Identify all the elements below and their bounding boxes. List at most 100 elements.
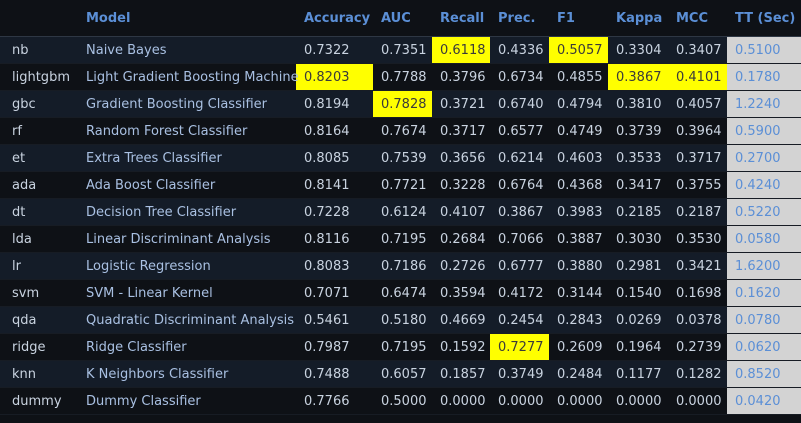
auc-cell: 0.7195 <box>373 225 432 253</box>
f1-cell: 0.4794 <box>549 90 608 118</box>
table-row[interactable]: dt Decision Tree Classifier 0.7228 0.6124 0.… <box>0 198 801 226</box>
mcc-cell: 0.3755 <box>668 171 727 199</box>
column-header-f1[interactable]: F1 <box>549 0 608 37</box>
accuracy-cell: 0.8164 <box>296 117 373 145</box>
f1-cell: 0.4368 <box>549 171 608 199</box>
table-row[interactable]: ada Ada Boost Classifier 0.8141 0.7721 0.322… <box>0 171 801 199</box>
table-row[interactable]: lightgbm Light Gradient Boosting Machine 0… <box>0 63 801 91</box>
recall-cell: 0.2684 <box>432 225 490 253</box>
model-name-cell: Linear Discriminant Analysis <box>78 225 296 253</box>
mcc-cell: 0.3407 <box>668 36 727 64</box>
f1-cell: 0.3887 <box>549 225 608 253</box>
table-row[interactable]: et Extra Trees Classifier 0.8085 0.7539 0.36… <box>0 144 801 172</box>
auc-cell: 0.7828 <box>373 90 432 118</box>
row-index-label: gbc <box>0 90 78 118</box>
recall-cell: 0.3228 <box>432 171 490 199</box>
table-row[interactable]: svm SVM - Linear Kernel 0.7071 0.6474 0.3594… <box>0 279 801 307</box>
accuracy-cell: 0.8203 <box>296 63 373 91</box>
row-index-label: knn <box>0 360 78 388</box>
f1-cell: 0.2484 <box>549 360 608 388</box>
recall-cell: 0.6118 <box>432 36 490 64</box>
prec-cell: 0.0000 <box>490 387 549 415</box>
row-index-label: nb <box>0 36 78 64</box>
f1-cell: 0.5057 <box>549 36 608 64</box>
header-row: Model Accuracy AUC Recall Prec. F1 Kappa… <box>0 0 801 37</box>
kappa-cell: 0.1964 <box>608 333 668 361</box>
column-header-prec[interactable]: Prec. <box>490 0 549 37</box>
column-header-kappa[interactable]: Kappa <box>608 0 668 37</box>
row-index-label: ada <box>0 171 78 199</box>
f1-cell: 0.2843 <box>549 306 608 334</box>
mcc-cell: 0.3530 <box>668 225 727 253</box>
accuracy-cell: 0.8141 <box>296 171 373 199</box>
model-name-cell: Gradient Boosting Classifier <box>78 90 296 118</box>
f1-cell: 0.4855 <box>549 63 608 91</box>
model-name-cell: Logistic Regression <box>78 252 296 280</box>
kappa-cell: 0.1177 <box>608 360 668 388</box>
table-row[interactable]: rf Random Forest Classifier 0.8164 0.7674 0.… <box>0 117 801 145</box>
kappa-cell: 0.3867 <box>608 63 668 91</box>
tt-sec-cell: 0.8520 <box>727 360 801 388</box>
recall-cell: 0.0000 <box>432 387 490 415</box>
row-index-label: ridge <box>0 333 78 361</box>
model-name-cell: Light Gradient Boosting Machine <box>78 63 299 91</box>
f1-cell: 0.3983 <box>549 198 608 226</box>
prec-cell: 0.7066 <box>490 225 549 253</box>
mcc-cell: 0.4057 <box>668 90 727 118</box>
accuracy-cell: 0.8116 <box>296 225 373 253</box>
prec-cell: 0.6740 <box>490 90 549 118</box>
f1-cell: 0.4603 <box>549 144 608 172</box>
prec-cell: 0.7277 <box>490 333 549 361</box>
row-index-label: lr <box>0 252 78 280</box>
column-header-model[interactable]: Model <box>78 0 296 37</box>
row-index-label: dummy <box>0 387 78 415</box>
recall-cell: 0.3721 <box>432 90 490 118</box>
mcc-cell: 0.3421 <box>668 252 727 280</box>
table-row[interactable]: gbc Gradient Boosting Classifier 0.8194 0.7… <box>0 90 801 118</box>
table-row[interactable]: dummy Dummy Classifier 0.7766 0.5000 0.0000 0… <box>0 387 801 415</box>
index-header <box>0 0 78 37</box>
accuracy-cell: 0.8085 <box>296 144 373 172</box>
tt-sec-cell: 1.6200 <box>727 252 801 280</box>
table-row[interactable]: knn K Neighbors Classifier 0.7488 0.6057 0.1… <box>0 360 801 388</box>
table-row[interactable]: ridge Ridge Classifier 0.7987 0.7195 0.1592 0… <box>0 333 801 361</box>
row-index-label: lightgbm <box>0 63 78 91</box>
table-row[interactable]: lr Logistic Regression 0.8083 0.7186 0.2726 0… <box>0 252 801 280</box>
auc-cell: 0.7674 <box>373 117 432 145</box>
tt-sec-cell: 1.2240 <box>727 90 801 118</box>
column-header-tt-sec[interactable]: TT (Sec) <box>727 0 801 37</box>
prec-cell: 0.3867 <box>490 198 549 226</box>
row-index-label: dt <box>0 198 78 226</box>
f1-cell: 0.4749 <box>549 117 608 145</box>
kappa-cell: 0.3030 <box>608 225 668 253</box>
model-name-cell: Quadratic Discriminant Analysis <box>78 306 296 334</box>
accuracy-cell: 0.8194 <box>296 90 373 118</box>
auc-cell: 0.7351 <box>373 36 432 64</box>
column-header-accuracy[interactable]: Accuracy <box>296 0 373 37</box>
model-name-cell: SVM - Linear Kernel <box>78 279 296 307</box>
column-header-recall[interactable]: Recall <box>432 0 490 37</box>
row-index-label: lda <box>0 225 78 253</box>
kappa-cell: 0.1540 <box>608 279 668 307</box>
row-index-label: qda <box>0 306 78 334</box>
column-header-auc[interactable]: AUC <box>373 0 432 37</box>
table-row[interactable]: lda Linear Discriminant Analysis 0.8116 0.7… <box>0 225 801 253</box>
accuracy-cell: 0.7766 <box>296 387 373 415</box>
model-name-cell: Extra Trees Classifier <box>78 144 296 172</box>
tt-sec-cell: 0.4240 <box>727 171 801 199</box>
model-name-cell: Decision Tree Classifier <box>78 198 296 226</box>
tt-sec-cell: 0.5220 <box>727 198 801 226</box>
model-name-cell: Dummy Classifier <box>78 387 296 415</box>
table-row[interactable]: nb Naive Bayes 0.7322 0.7351 0.6118 0.4336 0.5… <box>0 36 801 64</box>
f1-cell: 0.0000 <box>549 387 608 415</box>
auc-cell: 0.6124 <box>373 198 432 226</box>
prec-cell: 0.6777 <box>490 252 549 280</box>
auc-cell: 0.7195 <box>373 333 432 361</box>
tt-sec-cell: 0.2700 <box>727 144 801 172</box>
table-row[interactable]: qda Quadratic Discriminant Analysis 0.5461… <box>0 306 801 334</box>
recall-cell: 0.2726 <box>432 252 490 280</box>
model-name-cell: Random Forest Classifier <box>78 117 296 145</box>
kappa-cell: 0.3810 <box>608 90 668 118</box>
column-header-mcc[interactable]: MCC <box>668 0 727 37</box>
auc-cell: 0.7721 <box>373 171 432 199</box>
